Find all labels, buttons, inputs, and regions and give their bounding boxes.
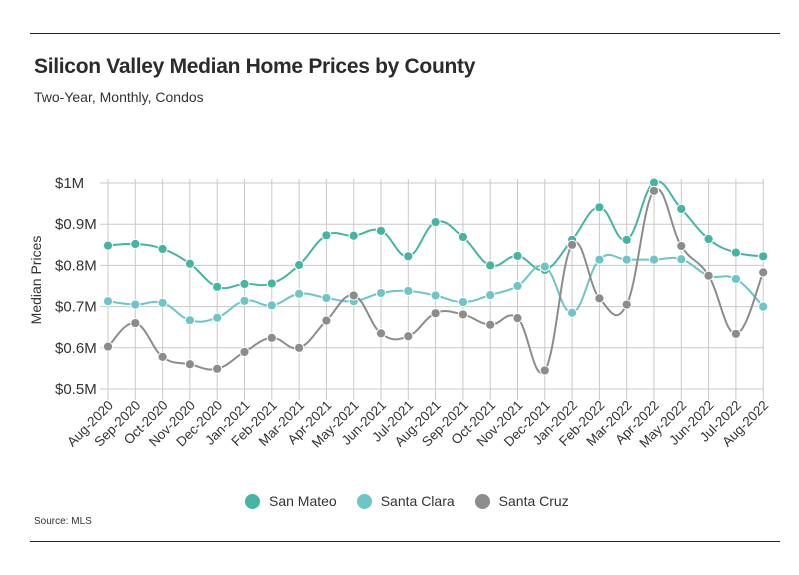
data-point-santa-clara bbox=[594, 254, 605, 265]
data-point-santa-cruz bbox=[157, 351, 168, 362]
data-point-santa-clara bbox=[130, 299, 141, 310]
data-point-santa-cruz bbox=[512, 313, 523, 324]
data-point-santa-cruz bbox=[730, 328, 742, 339]
data-point-san-mateo bbox=[102, 240, 114, 251]
y-tick-label: $0.9M bbox=[55, 216, 97, 233]
line-chart: $0.5M$0.6M$0.7M$0.8M$0.9M$1MAug-2020Sep-… bbox=[28, 175, 771, 451]
data-point-santa-clara bbox=[621, 254, 632, 265]
data-point-santa-cruz bbox=[621, 299, 632, 310]
data-point-santa-cruz bbox=[348, 290, 359, 301]
data-point-santa-clara bbox=[758, 301, 769, 312]
data-point-santa-cruz bbox=[102, 341, 114, 352]
source-note: Source: MLS bbox=[34, 516, 92, 527]
data-point-san-mateo bbox=[348, 230, 359, 241]
data-point-san-mateo bbox=[730, 247, 742, 258]
data-point-santa-cruz bbox=[212, 363, 223, 374]
data-point-santa-cruz bbox=[130, 317, 141, 329]
y-tick-label: $1M bbox=[55, 175, 84, 192]
data-point-santa-cruz bbox=[457, 309, 468, 320]
data-point-santa-clara bbox=[184, 315, 195, 326]
y-tick-label: $0.6M bbox=[55, 340, 97, 357]
legend-swatch bbox=[474, 493, 490, 509]
data-point-santa-cruz bbox=[703, 270, 714, 281]
top-rule bbox=[30, 33, 780, 34]
data-point-santa-clara bbox=[730, 273, 742, 285]
legend-item-santa-cruz: Santa Cruz bbox=[474, 493, 569, 509]
data-point-santa-clara bbox=[430, 290, 441, 301]
y-axis-label: Median Prices bbox=[28, 236, 44, 325]
legend-swatch bbox=[356, 493, 372, 509]
data-point-santa-cruz bbox=[648, 185, 660, 196]
data-point-san-mateo bbox=[430, 217, 441, 228]
data-point-san-mateo bbox=[184, 258, 195, 269]
data-point-san-mateo bbox=[403, 251, 414, 262]
data-point-santa-cruz bbox=[239, 346, 250, 358]
data-point-santa-clara bbox=[512, 280, 523, 292]
data-point-santa-cruz bbox=[567, 239, 578, 250]
chart-subtitle: Two-Year, Monthly, Condos bbox=[34, 89, 204, 105]
data-point-san-mateo bbox=[375, 225, 387, 236]
data-point-san-mateo bbox=[239, 278, 250, 290]
data-point-santa-cruz bbox=[430, 308, 441, 319]
data-point-santa-clara bbox=[375, 287, 387, 299]
data-point-santa-cruz bbox=[375, 328, 387, 339]
data-point-santa-cruz bbox=[321, 315, 332, 326]
legend-swatch bbox=[245, 493, 260, 509]
data-point-santa-clara bbox=[403, 285, 414, 297]
data-point-santa-clara bbox=[648, 254, 660, 265]
data-point-santa-clara bbox=[485, 289, 496, 301]
data-point-san-mateo bbox=[457, 231, 468, 243]
data-point-santa-cruz bbox=[758, 267, 769, 278]
data-point-san-mateo bbox=[130, 238, 141, 250]
data-point-santa-clara bbox=[157, 297, 168, 308]
data-point-san-mateo bbox=[703, 233, 714, 245]
data-point-san-mateo bbox=[212, 281, 223, 292]
data-point-san-mateo bbox=[512, 250, 523, 262]
data-point-san-mateo bbox=[157, 243, 168, 255]
data-point-san-mateo bbox=[594, 202, 605, 213]
y-tick-label: $0.5M bbox=[55, 381, 97, 398]
data-point-santa-cruz bbox=[539, 365, 550, 376]
data-point-santa-clara bbox=[567, 307, 578, 318]
data-point-san-mateo bbox=[321, 230, 332, 241]
chart-title: Silicon Valley Median Home Prices by Cou… bbox=[34, 55, 476, 78]
data-point-santa-clara bbox=[539, 261, 550, 272]
legend-label: Santa Clara bbox=[380, 493, 455, 509]
data-point-san-mateo bbox=[294, 259, 305, 271]
data-point-san-mateo bbox=[758, 251, 769, 262]
data-point-santa-cruz bbox=[594, 293, 605, 304]
legend-item-santa-clara: Santa Clara bbox=[356, 493, 455, 509]
legend-label: Santa Cruz bbox=[498, 493, 569, 509]
data-point-santa-clara bbox=[102, 296, 114, 307]
data-point-santa-cruz bbox=[266, 332, 277, 344]
data-point-santa-cruz bbox=[485, 319, 496, 330]
data-point-santa-cruz bbox=[676, 240, 687, 252]
legend: San Mateo Santa Clara Santa Cruz bbox=[245, 493, 569, 509]
data-point-santa-clara bbox=[212, 312, 223, 323]
data-point-santa-clara bbox=[457, 296, 468, 308]
data-point-santa-cruz bbox=[294, 342, 305, 353]
data-point-santa-clara bbox=[239, 295, 250, 306]
data-point-san-mateo bbox=[485, 260, 496, 271]
bottom-rule bbox=[30, 541, 780, 542]
data-point-san-mateo bbox=[621, 234, 632, 245]
data-point-santa-cruz bbox=[403, 331, 414, 342]
legend-item-san-mateo: San Mateo bbox=[245, 493, 337, 509]
series-san-mateo bbox=[102, 177, 769, 292]
series-santa-cruz bbox=[102, 185, 769, 376]
data-point-santa-cruz bbox=[184, 359, 195, 370]
data-point-santa-clara bbox=[321, 292, 332, 304]
data-point-san-mateo bbox=[266, 278, 277, 289]
data-point-santa-clara bbox=[294, 288, 305, 299]
data-point-san-mateo bbox=[676, 203, 687, 215]
y-tick-label: $0.7M bbox=[55, 299, 97, 316]
data-point-santa-clara bbox=[266, 300, 277, 311]
y-tick-label: $0.8M bbox=[55, 257, 97, 274]
data-point-santa-clara bbox=[676, 254, 687, 265]
legend-label: San Mateo bbox=[269, 493, 337, 509]
